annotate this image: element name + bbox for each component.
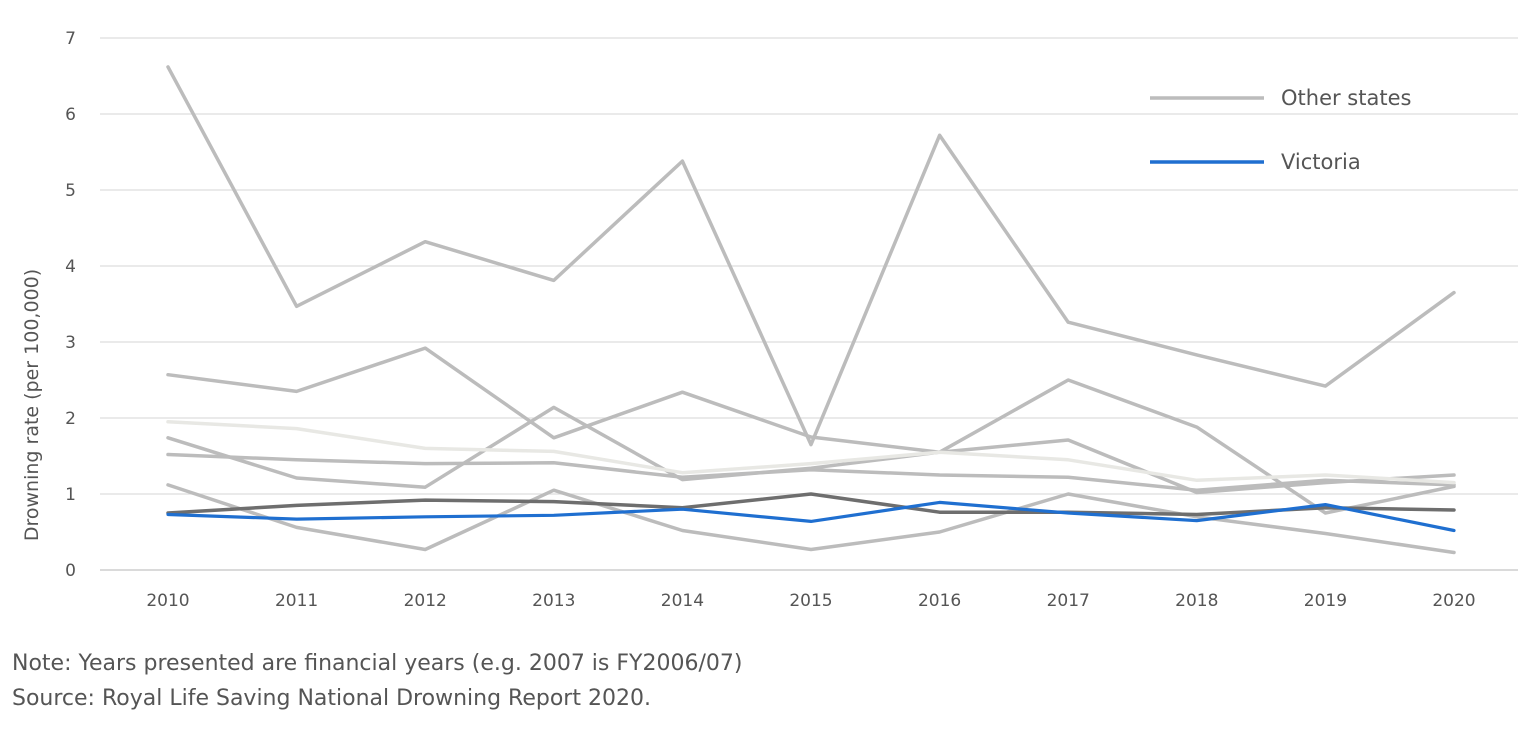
x-tick-label: 2020 [1432,591,1475,611]
series-line-other-state [166,405,1456,495]
y-tick-label: 0 [65,561,76,581]
y-axis-title: Drowning rate (per 100,000) [21,269,43,541]
y-tick-label: 7 [65,29,76,49]
series-line-other-state [166,452,1456,492]
series-lines [166,65,1456,555]
series-line-other-state [166,483,1456,555]
x-tick-label: 2014 [661,591,704,611]
note-text: Note: Years presented are financial year… [12,651,743,676]
series-line-victoria [166,500,1456,533]
chart-notes: Note: Years presented are financial year… [12,646,742,716]
x-tick-label: 2018 [1175,591,1218,611]
source-text: Source: Royal Life Saving National Drown… [12,686,651,711]
x-tick-label: 2013 [532,591,575,611]
x-tick-label: 2010 [146,591,189,611]
gridlines [100,37,1518,571]
x-tick-label: 2011 [275,591,318,611]
y-axis-ticks: 0 1 2 3 4 5 6 7 [65,29,76,581]
y-tick-label: 1 [65,485,76,505]
series-line-other-state [166,492,1456,517]
y-tick-label: 5 [65,181,76,201]
x-tick-label: 2016 [918,591,961,611]
series-line-other-state [166,346,1456,515]
y-tick-label: 4 [65,257,76,277]
y-tick-label: 2 [65,409,76,429]
y-tick-label: 6 [65,105,76,125]
x-tick-label: 2019 [1304,591,1347,611]
x-tick-label: 2012 [404,591,447,611]
series-line-other-state [166,65,1456,447]
x-tick-label: 2017 [1047,591,1090,611]
x-axis-ticks: 2010 2011 2012 2013 2014 2015 2016 2017 2018 2019… [146,591,1475,611]
x-tick-label: 2015 [789,591,832,611]
legend-label: Other states [1281,86,1411,110]
legend: Other states Victoria [1150,86,1411,174]
series-line-other-state [166,420,1456,485]
y-tick-label: 3 [65,333,76,353]
legend-label: Victoria [1281,150,1361,174]
